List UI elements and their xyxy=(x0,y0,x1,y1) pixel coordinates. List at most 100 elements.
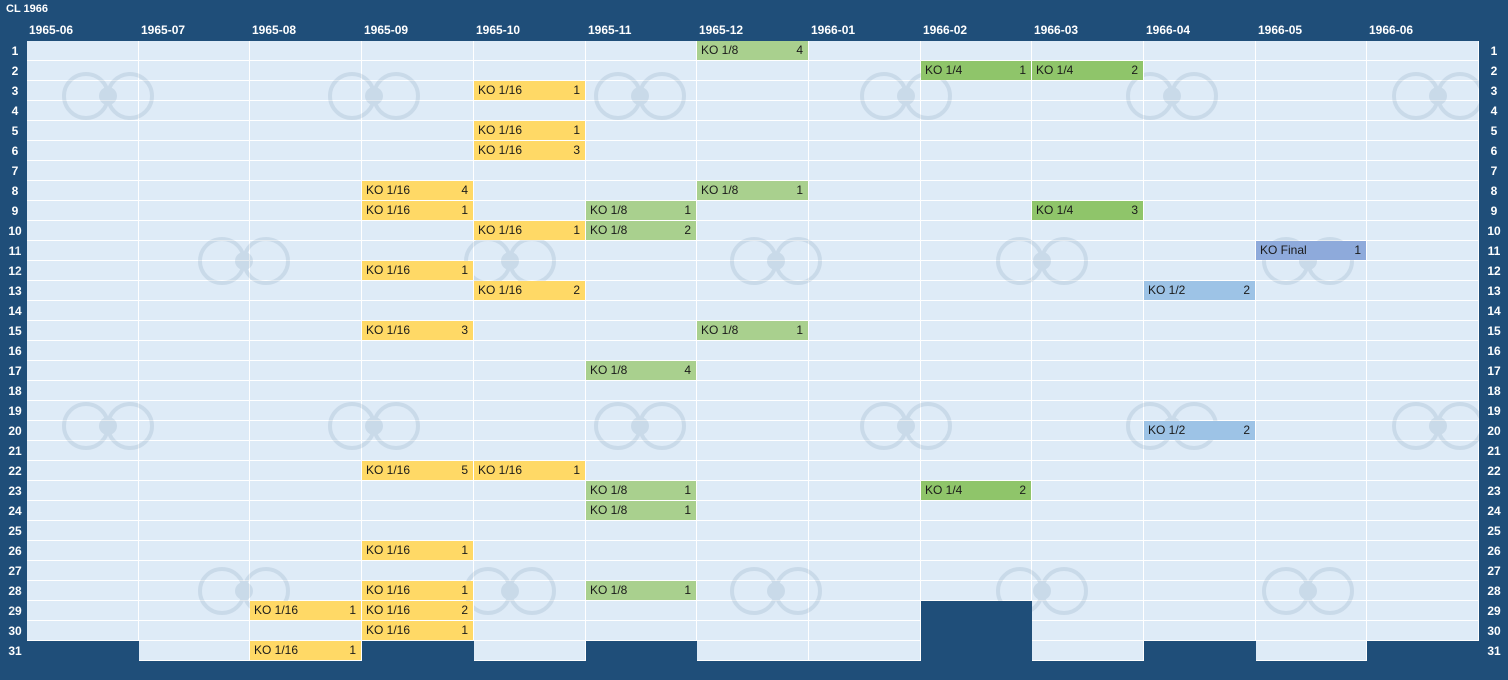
day-cell[interactable] xyxy=(250,81,362,101)
day-cell[interactable] xyxy=(139,401,250,421)
day-cell[interactable] xyxy=(1256,141,1367,161)
day-cell[interactable] xyxy=(1367,241,1479,261)
day-cell[interactable] xyxy=(474,261,586,281)
day-cell[interactable] xyxy=(921,281,1032,301)
day-cell[interactable] xyxy=(1144,381,1256,401)
day-cell[interactable] xyxy=(139,421,250,441)
day-cell[interactable] xyxy=(921,561,1032,581)
day-cell[interactable] xyxy=(139,81,250,101)
day-cell[interactable] xyxy=(1032,341,1144,361)
day-cell[interactable] xyxy=(697,141,809,161)
day-cell[interactable] xyxy=(139,201,250,221)
day-cell[interactable] xyxy=(27,501,139,521)
day-cell[interactable] xyxy=(586,301,697,321)
day-cell[interactable] xyxy=(586,141,697,161)
day-cell[interactable] xyxy=(697,421,809,441)
match-event[interactable]: KO 1/16 4 xyxy=(362,181,474,200)
day-cell[interactable] xyxy=(1144,61,1256,81)
day-cell[interactable] xyxy=(586,461,697,481)
day-cell[interactable] xyxy=(27,121,139,141)
day-cell[interactable] xyxy=(474,361,586,381)
day-cell[interactable] xyxy=(1032,501,1144,521)
day-cell[interactable] xyxy=(1367,301,1479,321)
day-cell[interactable] xyxy=(921,461,1032,481)
day-cell[interactable] xyxy=(27,241,139,261)
day-cell[interactable] xyxy=(474,41,586,61)
day-cell[interactable] xyxy=(1144,301,1256,321)
day-cell[interactable] xyxy=(1367,441,1479,461)
day-cell[interactable] xyxy=(809,241,921,261)
day-cell[interactable] xyxy=(1144,601,1256,621)
day-cell[interactable] xyxy=(1256,41,1367,61)
day-cell[interactable] xyxy=(1144,341,1256,361)
day-cell[interactable] xyxy=(1256,101,1367,121)
day-cell[interactable] xyxy=(809,441,921,461)
day-cell[interactable] xyxy=(697,301,809,321)
day-cell[interactable] xyxy=(921,501,1032,521)
day-cell[interactable] xyxy=(586,121,697,141)
day-cell[interactable] xyxy=(139,281,250,301)
day-cell[interactable] xyxy=(1367,541,1479,561)
day-cell[interactable] xyxy=(250,201,362,221)
day-cell[interactable] xyxy=(1367,41,1479,61)
day-cell[interactable] xyxy=(474,341,586,361)
day-cell[interactable] xyxy=(1032,361,1144,381)
day-cell[interactable] xyxy=(27,541,139,561)
day-cell[interactable] xyxy=(1367,141,1479,161)
day-cell[interactable] xyxy=(27,581,139,601)
match-event[interactable]: KO 1/2 2 xyxy=(1144,281,1256,300)
day-cell[interactable] xyxy=(1144,481,1256,501)
day-cell[interactable] xyxy=(1144,101,1256,121)
day-cell[interactable] xyxy=(809,641,921,661)
day-cell[interactable] xyxy=(809,301,921,321)
day-cell[interactable] xyxy=(1144,141,1256,161)
day-cell[interactable] xyxy=(809,501,921,521)
day-cell[interactable] xyxy=(250,101,362,121)
day-cell[interactable] xyxy=(809,81,921,101)
match-event[interactable]: KO 1/8 1 xyxy=(586,481,697,500)
day-cell[interactable] xyxy=(474,621,586,641)
day-cell[interactable] xyxy=(27,441,139,461)
day-cell[interactable] xyxy=(1144,501,1256,521)
day-cell[interactable] xyxy=(474,201,586,221)
day-cell[interactable] xyxy=(1144,461,1256,481)
day-cell[interactable] xyxy=(139,261,250,281)
day-cell[interactable] xyxy=(697,161,809,181)
day-cell[interactable] xyxy=(1367,221,1479,241)
day-cell[interactable] xyxy=(809,601,921,621)
day-cell[interactable] xyxy=(1032,481,1144,501)
day-cell[interactable] xyxy=(921,441,1032,461)
match-event[interactable]: KO 1/16 2 xyxy=(474,281,586,300)
day-cell[interactable] xyxy=(1032,221,1144,241)
day-cell[interactable] xyxy=(250,341,362,361)
day-cell[interactable] xyxy=(474,501,586,521)
day-cell[interactable] xyxy=(1144,181,1256,201)
day-cell[interactable] xyxy=(697,121,809,141)
day-cell[interactable] xyxy=(1256,261,1367,281)
day-cell[interactable] xyxy=(139,541,250,561)
day-cell[interactable] xyxy=(250,61,362,81)
day-cell[interactable] xyxy=(586,281,697,301)
day-cell[interactable] xyxy=(1032,641,1144,661)
day-cell[interactable] xyxy=(474,641,586,661)
day-cell[interactable] xyxy=(362,61,474,81)
match-event[interactable]: KO 1/16 1 xyxy=(474,121,586,140)
day-cell[interactable] xyxy=(250,121,362,141)
day-cell[interactable] xyxy=(1144,241,1256,261)
match-event[interactable]: KO 1/8 1 xyxy=(586,581,697,600)
day-cell[interactable] xyxy=(27,401,139,421)
day-cell[interactable] xyxy=(1367,601,1479,621)
match-event[interactable]: KO 1/16 3 xyxy=(474,141,586,160)
day-cell[interactable] xyxy=(250,501,362,521)
day-cell[interactable] xyxy=(921,301,1032,321)
day-cell[interactable] xyxy=(250,461,362,481)
day-cell[interactable] xyxy=(362,121,474,141)
day-cell[interactable] xyxy=(809,101,921,121)
day-cell[interactable] xyxy=(1256,481,1367,501)
day-cell[interactable] xyxy=(586,601,697,621)
day-cell[interactable] xyxy=(921,261,1032,281)
day-cell[interactable] xyxy=(474,541,586,561)
day-cell[interactable] xyxy=(1144,521,1256,541)
day-cell[interactable] xyxy=(362,221,474,241)
day-cell[interactable] xyxy=(27,461,139,481)
